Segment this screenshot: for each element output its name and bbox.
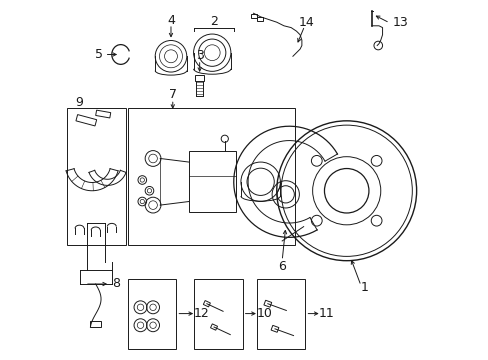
Bar — [194, 279, 242, 348]
Bar — [128, 279, 176, 348]
Bar — [90, 320, 101, 327]
Bar — [76, 114, 97, 126]
Bar — [257, 17, 262, 22]
Text: 6: 6 — [278, 260, 285, 273]
Text: 9: 9 — [75, 96, 82, 109]
Bar — [203, 301, 210, 307]
Text: 4: 4 — [167, 14, 175, 27]
Text: 8: 8 — [112, 278, 120, 291]
Bar — [67, 108, 126, 244]
Text: 10: 10 — [256, 307, 272, 320]
Text: 1: 1 — [360, 281, 368, 294]
Text: 3: 3 — [195, 49, 203, 62]
Text: 14: 14 — [298, 17, 314, 30]
Bar — [257, 279, 305, 348]
Text: 2: 2 — [210, 15, 218, 28]
Text: 13: 13 — [392, 17, 407, 30]
Text: 7: 7 — [168, 88, 177, 101]
Bar — [210, 324, 217, 330]
Bar — [188, 151, 235, 212]
Bar — [251, 14, 257, 18]
Bar — [195, 75, 203, 81]
Text: 11: 11 — [319, 307, 334, 320]
Bar — [264, 300, 271, 307]
Bar — [96, 110, 110, 118]
Text: 5: 5 — [95, 48, 103, 61]
Bar — [128, 108, 294, 244]
Text: 12: 12 — [193, 307, 209, 320]
Bar — [270, 325, 278, 332]
